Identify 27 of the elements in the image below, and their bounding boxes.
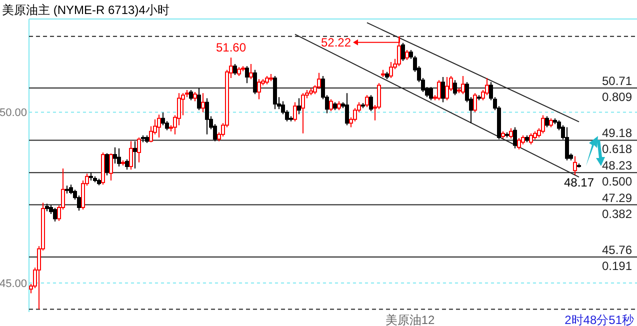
- annotation: 48.17: [564, 176, 594, 190]
- candlestick: [113, 146, 117, 164]
- annotation: 0.500: [602, 174, 632, 189]
- candlestick: [157, 114, 161, 138]
- annotation: 0.809: [602, 90, 632, 104]
- candlestick: [45, 203, 49, 212]
- annotation: 0.382: [602, 206, 632, 221]
- annotation: 0.618: [602, 142, 632, 156]
- text: 美原油12: [385, 313, 435, 326]
- y-tick-label: 50.00: [0, 107, 27, 120]
- candlestick: [149, 126, 153, 143]
- ref-line-label: 50.71: [602, 74, 632, 88]
- ref-line-label: 48.23: [602, 158, 632, 173]
- candlestick: [445, 76, 449, 101]
- text: 2时48分51秒: [564, 313, 634, 326]
- annotation: 52.22: [320, 35, 352, 50]
- ref-line-label: 45.76: [602, 243, 632, 258]
- candlestick: [205, 98, 209, 135]
- candlestick: [297, 98, 301, 115]
- ref-line-label: 49.18: [602, 126, 632, 140]
- chart-title: 美原油主 (NYME-R 6713)4小时: [2, 3, 170, 17]
- annotation: 0.191: [602, 259, 632, 274]
- annotation: 51.60: [216, 40, 246, 55]
- candlestick: [133, 140, 137, 170]
- candlestick: [441, 76, 445, 103]
- ref-line-label: 47.29: [602, 190, 632, 205]
- y-tick-label: 45.00: [0, 278, 27, 290]
